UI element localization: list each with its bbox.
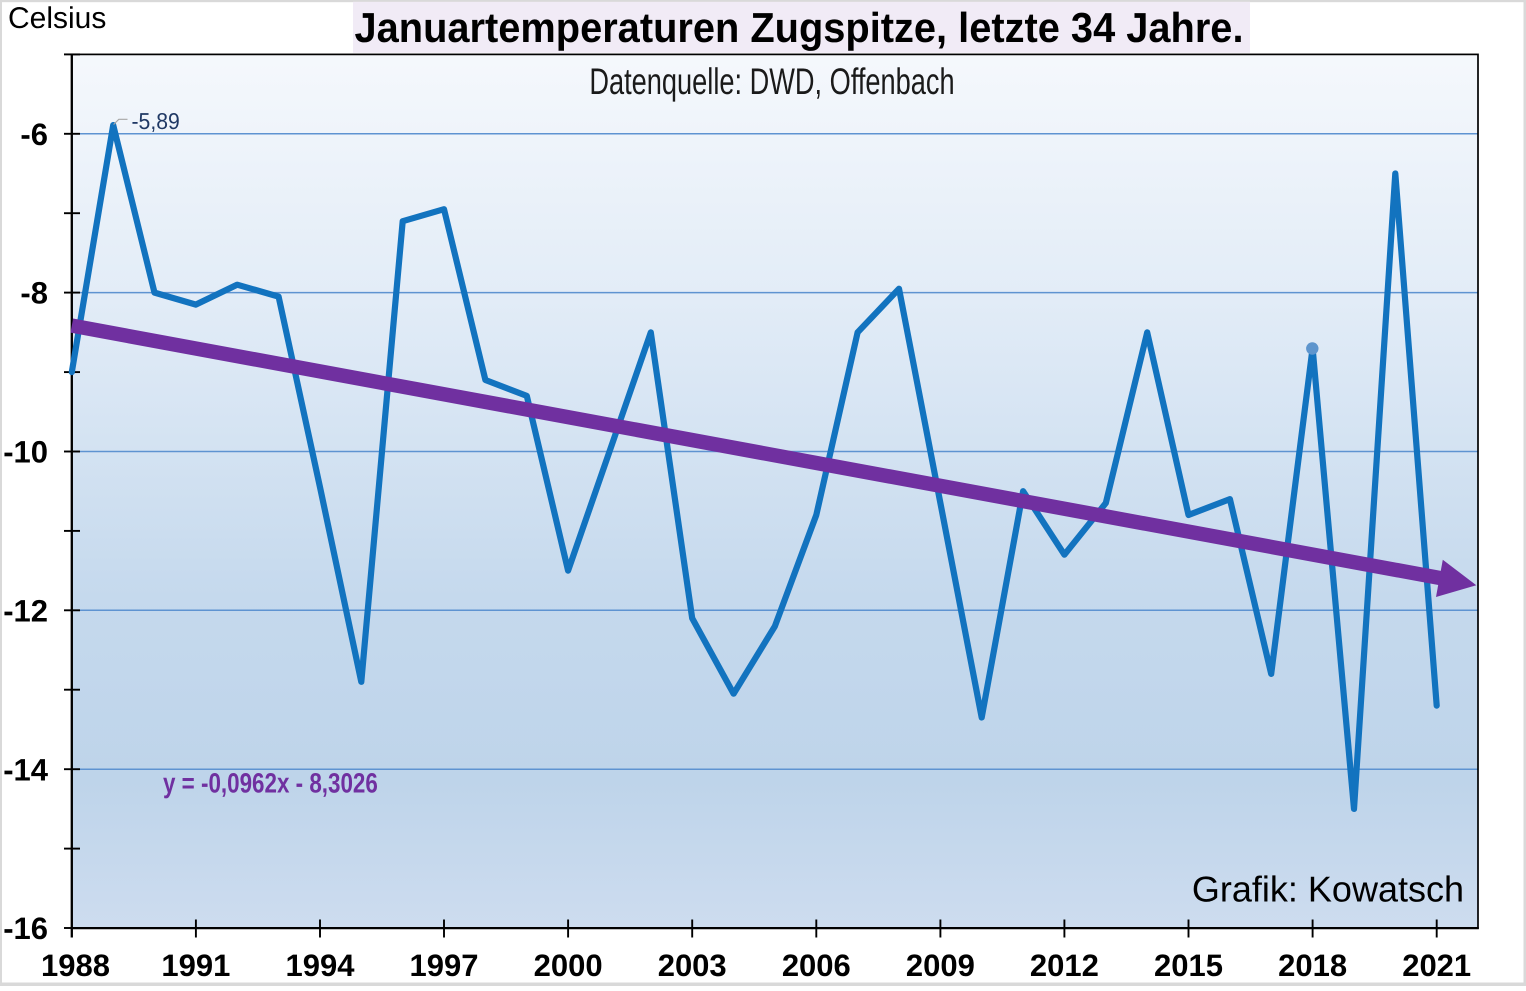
svg-text:-14: -14 <box>3 752 49 787</box>
svg-text:2012: 2012 <box>1030 948 1099 983</box>
svg-text:2003: 2003 <box>658 948 727 983</box>
svg-text:2018: 2018 <box>1278 948 1347 983</box>
svg-text:-5,89: -5,89 <box>132 108 180 134</box>
svg-text:2009: 2009 <box>906 948 975 983</box>
svg-text:-12: -12 <box>3 593 48 628</box>
svg-text:Celsius: Celsius <box>8 2 106 35</box>
svg-text:-16: -16 <box>3 911 48 946</box>
svg-text:2000: 2000 <box>534 948 603 983</box>
svg-text:2015: 2015 <box>1154 948 1223 983</box>
svg-text:-6: -6 <box>20 117 48 152</box>
svg-text:Datenquelle: DWD, Offenbach: Datenquelle: DWD, Offenbach <box>589 61 954 102</box>
svg-text:-10: -10 <box>3 435 48 470</box>
svg-text:Januartemperaturen Zugspitze,: Januartemperaturen Zugspitze, letzte 34 … <box>355 4 1244 51</box>
svg-text:2006: 2006 <box>782 948 851 983</box>
svg-text:1997: 1997 <box>410 948 479 983</box>
svg-text:1991: 1991 <box>161 948 230 983</box>
svg-text:2021: 2021 <box>1402 948 1471 983</box>
svg-text:-8: -8 <box>20 276 48 311</box>
svg-text:1994: 1994 <box>286 948 356 983</box>
svg-text:1988: 1988 <box>41 948 110 983</box>
svg-text:Grafik: Kowatsch: Grafik: Kowatsch <box>1192 869 1464 910</box>
svg-text:y = -0,0962x - 8,3026: y = -0,0962x - 8,3026 <box>163 767 378 798</box>
